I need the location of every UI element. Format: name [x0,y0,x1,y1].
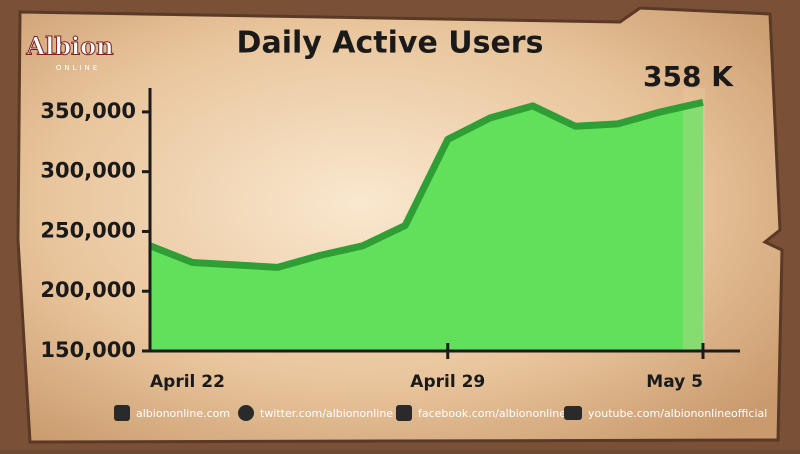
y-tick-label: 200,000 [40,278,136,302]
y-tick-label: 300,000 [40,159,136,183]
x-tick-label: April 29 [410,372,485,392]
icon [238,405,254,421]
footer-link[interactable]: youtube.com/albiononlineofficial [588,407,767,420]
annotation: 358 K [643,60,734,93]
footer: albiononline.com twitter.com/albiononlin… [114,405,767,421]
plot: 150,000 200,000 250,000 300,000 350,000 April… [40,88,740,392]
area-fill [150,102,703,351]
icon [114,405,130,421]
y-tick-label: 350,000 [40,99,136,123]
logo: Albion [25,32,113,61]
chart-title: Daily Active Users [237,26,544,61]
footer-link[interactable]: twitter.com/albiononline [260,407,393,420]
y-tick-label: 150,000 [40,338,136,362]
x-tick-label: May 5 [646,372,703,392]
footer-link[interactable]: albiononline.com [136,407,230,420]
footer-link[interactable]: facebook.com/albiononline [418,407,566,420]
fade [683,88,705,351]
logo-sub: ONLINE [56,64,100,72]
y-tick-label: 250,000 [40,218,136,242]
icon [564,406,582,420]
icon [396,405,412,421]
x-tick-label: April 22 [150,372,225,392]
area-line [148,98,704,271]
